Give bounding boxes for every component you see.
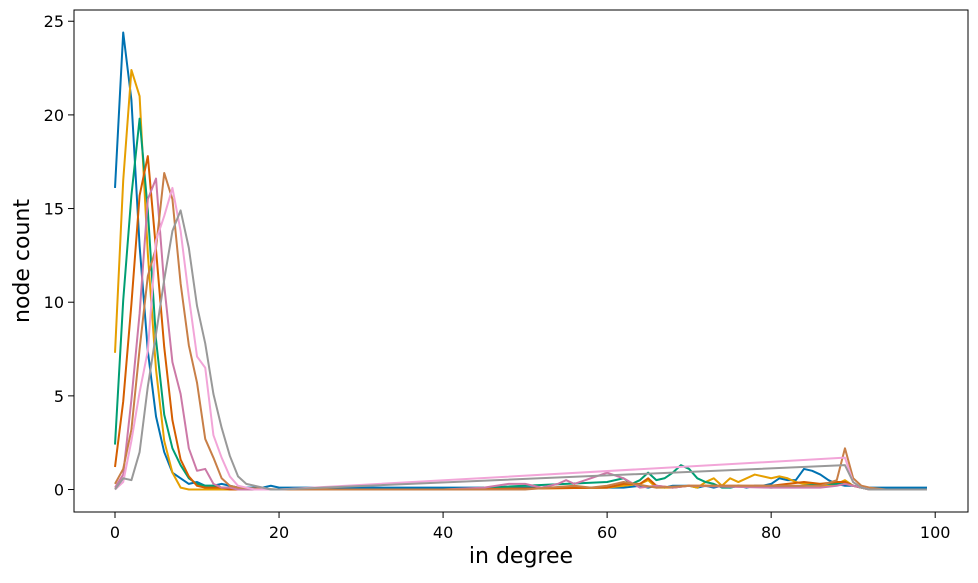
y-tick-label: 0 [54,481,64,500]
y-tick-label: 10 [44,293,64,312]
x-tick-label: 0 [110,523,120,542]
y-tick-label: 5 [54,387,64,406]
series-line-5 [114,177,927,491]
series-line-1 [114,31,927,489]
y-axis-label: node count [10,199,35,323]
y-tick-label: 15 [44,200,64,219]
series-line-8 [114,209,927,491]
x-tick-label: 60 [597,523,617,542]
plot-frame [73,9,969,513]
x-axis-label: in degree [469,544,573,569]
x-tick-label: 80 [761,523,781,542]
x-tick-label: 40 [433,523,453,542]
y-tick-label: 25 [44,12,64,31]
x-tick-label: 100 [920,523,951,542]
series-line-7 [114,186,927,491]
series-line-4 [114,155,927,491]
series-line-2 [114,68,927,491]
x-tick-label: 20 [269,523,289,542]
series-line-3 [114,117,927,491]
y-tick-label: 20 [44,106,64,125]
series-layer [114,31,927,491]
series-line-6 [114,171,927,491]
ticks-layer: 0 20 40 60 80 100 0 5 10 15 20 25 [44,12,951,542]
